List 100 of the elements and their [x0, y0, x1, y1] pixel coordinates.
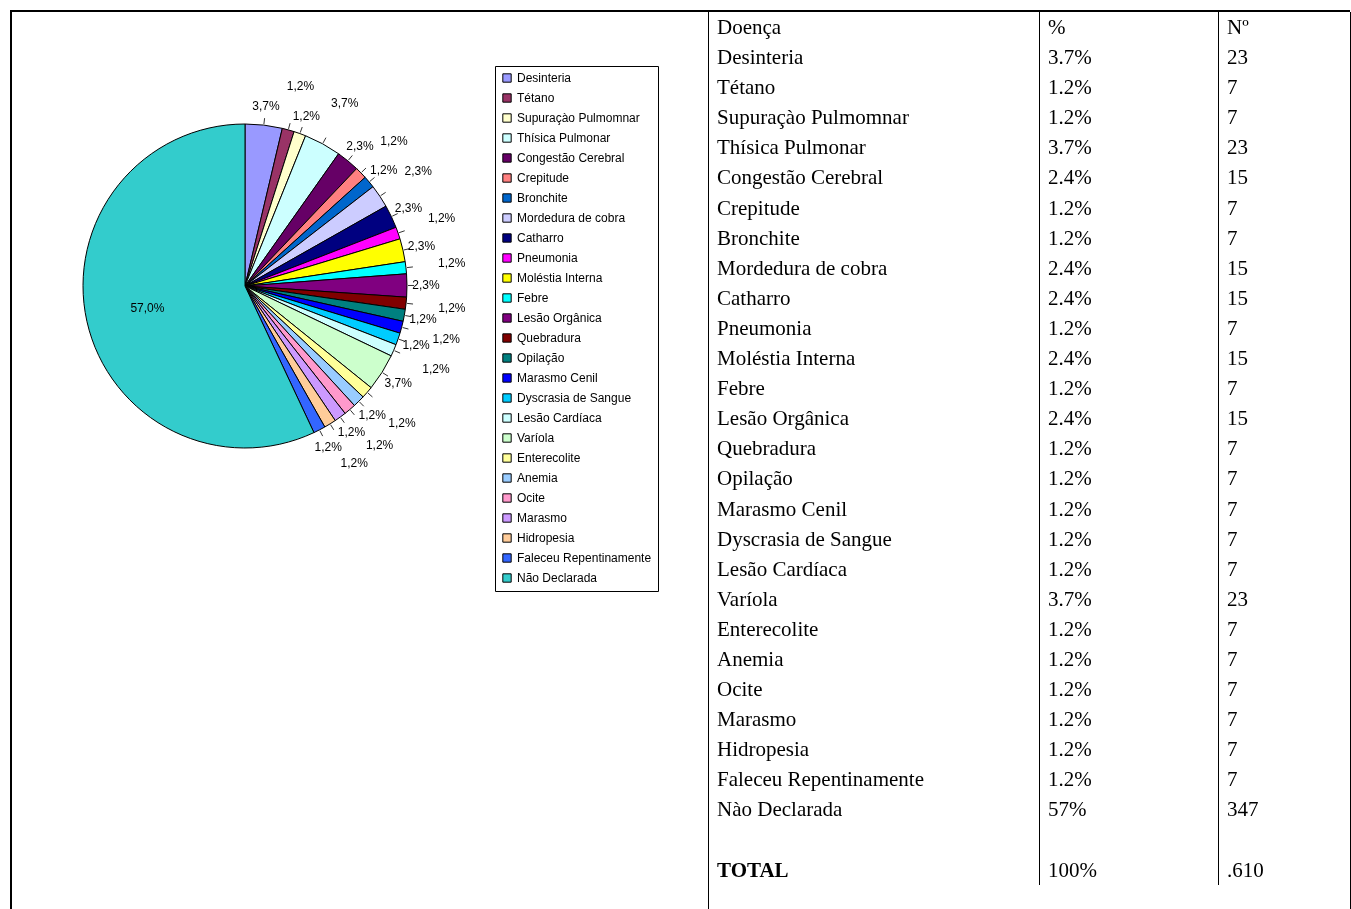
text: 1.2% — [1040, 102, 1219, 133]
data-label: 3,7% — [384, 375, 413, 390]
text: Marasmo — [709, 704, 1040, 735]
legend-label: Enterecolite — [517, 451, 581, 465]
legend-label: Ocite — [517, 491, 546, 505]
legend-label: Thísica Pulmonar — [517, 131, 611, 145]
text: Nào Declarada — [709, 794, 1040, 825]
text: Congestão Cerebral — [709, 162, 1040, 193]
text: Supuraçào Pulmomnar — [709, 102, 1040, 133]
data-label: 1,2% — [432, 331, 461, 346]
legend-label: Quebradura — [517, 331, 582, 345]
text: .610 — [1226, 856, 1265, 884]
text: 7 — [1226, 676, 1239, 704]
text: 3.7% — [1040, 42, 1219, 73]
text: Ocite — [709, 674, 1040, 705]
data-label: 1,2% — [292, 108, 321, 123]
data-label: 1,2% — [340, 456, 369, 471]
text: 7 — [1226, 495, 1239, 523]
text: 7 — [1226, 766, 1239, 794]
data-label: 1,2% — [286, 78, 315, 93]
text: Moléstia Interna — [709, 343, 1040, 374]
data-label: 1,2% — [409, 311, 438, 326]
text: Pneumonia — [709, 312, 1040, 344]
text: Varíola — [709, 583, 1040, 614]
text: Tétano — [709, 72, 1040, 103]
data-label: 2,3% — [407, 238, 436, 253]
data-label: 3,7% — [330, 96, 359, 111]
text: 1.2% — [1040, 222, 1219, 253]
text: 7 — [1226, 645, 1239, 673]
text: 1.2% — [1040, 734, 1219, 765]
text: Desinteria — [709, 42, 1040, 73]
data-label: 1,2% — [314, 439, 343, 454]
legend-label: Varíola — [517, 431, 555, 445]
text: 7 — [1226, 465, 1239, 493]
text: Febre — [709, 373, 1040, 404]
text: Lesão Cardíaca — [709, 553, 1040, 584]
legend-label: Crepitude — [517, 171, 570, 185]
text: 1.2% — [1040, 192, 1219, 223]
text: 1.2% — [1040, 373, 1219, 404]
text: 7 — [1226, 104, 1239, 132]
text: 1.2% — [1040, 523, 1219, 554]
text: 1.2% — [1040, 643, 1219, 675]
text: 1.2% — [1040, 553, 1219, 584]
text: Quebradura — [709, 433, 1040, 464]
text: 7 — [1226, 314, 1239, 342]
text: 2.4% — [1040, 343, 1219, 374]
text: Dyscrasia de Sangue — [709, 523, 1040, 554]
text: TOTAL — [709, 854, 1040, 885]
data-label: 1,2% — [438, 301, 466, 316]
data-label: 2,3% — [404, 163, 433, 178]
data-label: 2,3% — [346, 139, 374, 154]
legend-label: Catharro — [517, 231, 565, 245]
text: Enterecolite — [709, 613, 1040, 644]
text: 1.2% — [1040, 764, 1219, 795]
text: 1.2% — [1040, 312, 1219, 344]
text: 23 — [1226, 134, 1249, 162]
text: 3.7% — [1040, 583, 1219, 614]
legend-label: Lesão Orgânica — [517, 311, 603, 325]
legend-label: Congestão Cerebral — [517, 151, 625, 165]
text: 2.4% — [1040, 403, 1219, 434]
data-label: 1,2% — [358, 407, 387, 422]
legend-label: Dyscrasia de Sangue — [517, 391, 632, 405]
text: 7 — [1226, 194, 1239, 222]
data-label: 2,3% — [394, 201, 423, 216]
text: Nº — [1226, 14, 1250, 41]
text: Lesão Orgânica — [709, 403, 1040, 434]
legend-label: Pneumonia — [517, 251, 579, 265]
text: 7 — [1226, 736, 1239, 764]
text: 1.2% — [1040, 613, 1219, 644]
text: 57% — [1040, 794, 1219, 825]
data-label: 2,3% — [412, 278, 440, 293]
text: 1.2% — [1040, 493, 1219, 524]
text: 15 — [1226, 405, 1249, 433]
text: 23 — [1226, 585, 1249, 613]
text: Mordedura de cobra — [709, 252, 1040, 283]
legend-label: Anemia — [517, 471, 559, 485]
text: 2.4% — [1040, 252, 1219, 283]
text: Hidropesia — [709, 734, 1040, 765]
data-label: 1,2% — [388, 415, 416, 430]
data-label: 1,2% — [370, 162, 398, 177]
legend-label: Febre — [517, 291, 549, 305]
text: 23 — [1226, 44, 1249, 72]
text: Bronchite — [709, 222, 1040, 253]
data-label: 1,2% — [337, 425, 366, 440]
text: Marasmo Cenil — [709, 493, 1040, 524]
legend-label: Marasmo Cenil — [517, 371, 598, 385]
text: 2.4% — [1040, 162, 1219, 193]
legend-label: Desinteria — [517, 71, 572, 85]
data-label: 57,0% — [130, 300, 165, 315]
legend-label: Bronchite — [517, 191, 569, 205]
text: 7 — [1226, 555, 1239, 583]
text: Faleceu Repentinamente — [709, 764, 1040, 795]
data-label: 1,2% — [365, 437, 394, 452]
text: 100% — [1040, 854, 1219, 885]
text: 1.2% — [1040, 704, 1219, 735]
legend-label: Moléstia Interna — [517, 271, 603, 285]
data-label: 1,2% — [422, 361, 450, 376]
legend-label: Hidropesia — [517, 531, 575, 545]
text: 7 — [1226, 375, 1239, 403]
text: 2.4% — [1040, 282, 1219, 313]
